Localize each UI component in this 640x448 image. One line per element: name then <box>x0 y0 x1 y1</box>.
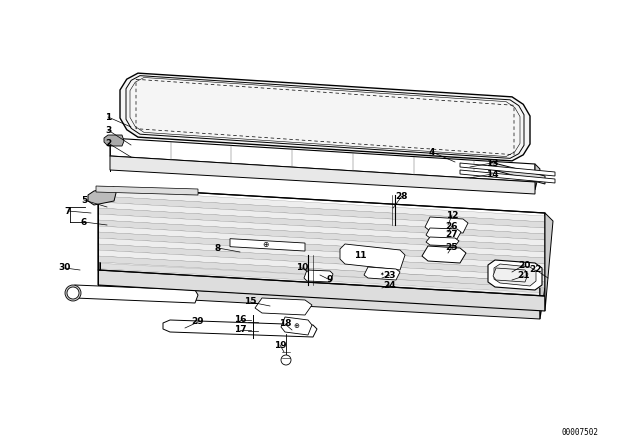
Polygon shape <box>460 170 555 183</box>
Polygon shape <box>340 244 405 270</box>
Polygon shape <box>98 270 545 311</box>
Text: 16: 16 <box>234 315 246 324</box>
Polygon shape <box>98 214 545 246</box>
Polygon shape <box>100 285 540 314</box>
Text: 4: 4 <box>429 147 435 156</box>
Polygon shape <box>100 258 540 288</box>
Text: 27: 27 <box>445 229 458 238</box>
Text: 13: 13 <box>486 159 499 168</box>
Text: 25: 25 <box>445 242 458 251</box>
Circle shape <box>281 355 291 365</box>
Text: 12: 12 <box>445 211 458 220</box>
Text: 9: 9 <box>327 276 333 284</box>
Polygon shape <box>255 298 312 315</box>
Polygon shape <box>98 187 545 225</box>
Text: 18: 18 <box>279 319 291 328</box>
Text: 17: 17 <box>234 326 246 335</box>
Polygon shape <box>425 217 468 233</box>
Polygon shape <box>100 285 540 319</box>
Text: 19: 19 <box>274 340 286 349</box>
Polygon shape <box>110 138 535 182</box>
Text: 5: 5 <box>81 195 87 204</box>
Polygon shape <box>422 246 466 263</box>
Polygon shape <box>304 270 333 282</box>
Text: ⊕: ⊕ <box>262 240 268 249</box>
Polygon shape <box>100 274 540 304</box>
Polygon shape <box>98 220 545 252</box>
Text: 22: 22 <box>530 266 542 275</box>
Text: 24: 24 <box>384 280 396 289</box>
Polygon shape <box>364 267 400 280</box>
Text: ✶: ✶ <box>380 271 384 276</box>
Polygon shape <box>281 317 312 335</box>
Polygon shape <box>488 260 542 290</box>
Text: 20: 20 <box>518 260 530 270</box>
Text: 3: 3 <box>105 125 111 134</box>
Polygon shape <box>490 162 545 184</box>
Polygon shape <box>545 213 553 311</box>
Polygon shape <box>98 256 545 288</box>
Text: 28: 28 <box>396 191 408 201</box>
Text: 21: 21 <box>518 271 531 280</box>
Polygon shape <box>68 285 198 303</box>
Polygon shape <box>104 135 124 146</box>
Polygon shape <box>120 73 530 161</box>
Polygon shape <box>100 280 540 309</box>
Polygon shape <box>98 196 545 228</box>
Circle shape <box>65 285 81 301</box>
Polygon shape <box>98 202 545 234</box>
Polygon shape <box>163 320 317 337</box>
Polygon shape <box>110 156 535 194</box>
Polygon shape <box>535 164 540 190</box>
Text: 29: 29 <box>192 318 204 327</box>
Text: 8: 8 <box>215 244 221 253</box>
Text: 00007502: 00007502 <box>561 427 598 436</box>
Polygon shape <box>98 226 545 258</box>
Polygon shape <box>494 264 536 286</box>
Polygon shape <box>100 263 540 293</box>
Polygon shape <box>230 239 305 251</box>
Text: 7: 7 <box>65 207 71 215</box>
Text: 6: 6 <box>81 217 87 227</box>
Polygon shape <box>88 187 116 205</box>
Text: 2: 2 <box>105 138 111 147</box>
Polygon shape <box>96 186 198 195</box>
Polygon shape <box>493 268 528 282</box>
Text: 15: 15 <box>244 297 256 306</box>
Text: 14: 14 <box>486 169 499 178</box>
Text: ⊕: ⊕ <box>293 323 299 329</box>
Text: 1: 1 <box>105 112 111 121</box>
Polygon shape <box>460 163 555 176</box>
Polygon shape <box>426 237 459 246</box>
Polygon shape <box>98 244 545 276</box>
Circle shape <box>67 287 79 299</box>
Polygon shape <box>100 269 540 298</box>
Polygon shape <box>98 190 545 222</box>
Text: 11: 11 <box>354 250 366 259</box>
Text: 26: 26 <box>445 221 458 231</box>
Polygon shape <box>98 232 545 264</box>
Polygon shape <box>98 250 545 282</box>
Text: 10: 10 <box>296 263 308 272</box>
Polygon shape <box>98 238 545 270</box>
Text: 30: 30 <box>59 263 71 272</box>
Polygon shape <box>426 228 461 239</box>
Polygon shape <box>98 208 545 240</box>
Text: 23: 23 <box>384 271 396 280</box>
Polygon shape <box>540 282 545 319</box>
